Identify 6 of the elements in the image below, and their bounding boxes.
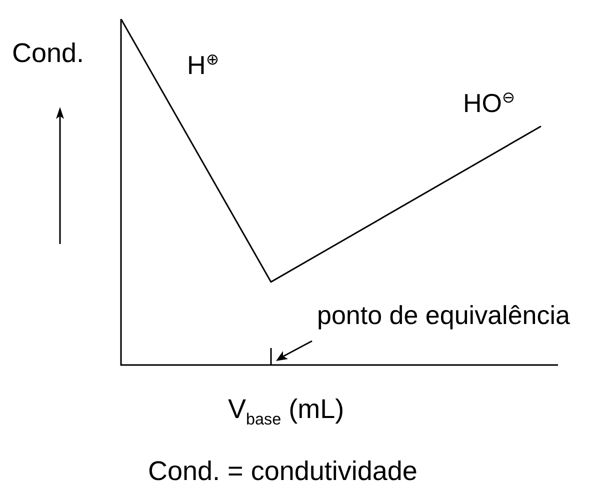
text: Cond. = condutividade	[148, 456, 418, 483]
annotation: H$^{⊕}$	[187, 50, 219, 80]
y-axis-title: Cond.	[12, 38, 84, 68]
annotation: ponto de equivalência	[317, 300, 570, 330]
annotation: HO$^{⊖}$	[463, 88, 515, 118]
x-axis-title: V$_{base}$ (mL)	[228, 394, 344, 428]
